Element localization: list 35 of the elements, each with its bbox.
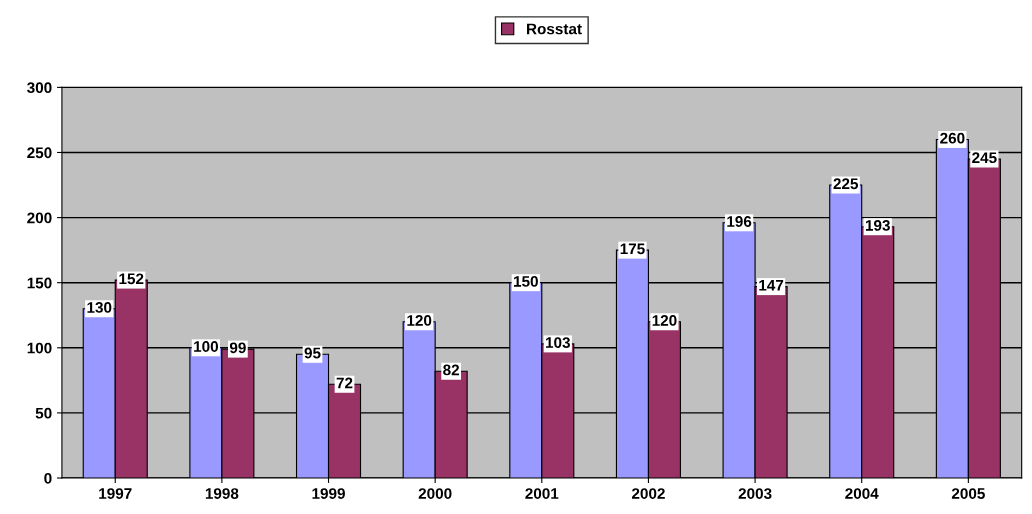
x-tick-label: 2001 (525, 488, 559, 499)
y-tick-label: 300 (27, 82, 52, 94)
x-tick-label: 1997 (99, 488, 132, 499)
y-tick-label: 200 (27, 212, 52, 224)
x-tick-label: 2002 (631, 488, 665, 499)
data-label: 100 (194, 341, 218, 352)
data-label: 130 (87, 302, 112, 313)
data-label: 225 (833, 178, 859, 190)
legend-label: Rosstat (527, 23, 582, 35)
y-tick-label: 250 (27, 147, 52, 159)
data-label: 82 (443, 364, 460, 376)
data-label: 193 (865, 219, 890, 231)
x-tick-label: 2004 (845, 488, 879, 499)
data-label: 120 (652, 315, 677, 326)
data-label: 99 (229, 342, 246, 354)
data-label: 175 (620, 243, 645, 255)
data-label: 147 (759, 280, 784, 291)
x-tick-label: 1998 (205, 488, 239, 499)
data-label: 152 (119, 273, 144, 285)
data-label: 95 (304, 347, 321, 359)
data-label: 150 (514, 275, 538, 287)
data-label: 103 (546, 337, 570, 349)
data-label: 72 (336, 377, 353, 389)
data-label: 196 (727, 216, 752, 227)
x-tick-label: 2003 (738, 488, 772, 499)
y-tick-label: 0 (44, 472, 52, 484)
y-tick-label: 150 (27, 277, 52, 289)
y-tick-label: 100 (27, 342, 52, 354)
data-label: 245 (972, 152, 997, 164)
x-tick-label: 2005 (951, 488, 985, 499)
x-tick-label: 2000 (418, 488, 452, 499)
y-tick-label: 50 (35, 407, 52, 419)
data-label: 120 (407, 315, 432, 326)
data-label: 260 (940, 132, 965, 144)
x-tick-label: 1999 (312, 488, 345, 499)
